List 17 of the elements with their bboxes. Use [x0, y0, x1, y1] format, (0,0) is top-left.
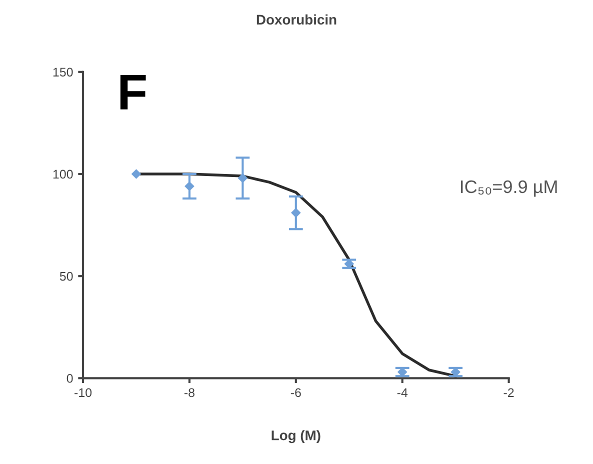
point [238, 173, 248, 183]
point [291, 208, 301, 218]
point [184, 182, 194, 191]
annotation: IC₅₀=9.9 µM [461, 180, 557, 197]
x-tick-label: -8 [184, 388, 194, 398]
x-tick-label: -2 [504, 388, 514, 397]
y-tick-label: 0 [66, 374, 73, 383]
y-tick-label: 50 [60, 272, 73, 281]
y-tick-label: 150 [53, 68, 73, 77]
annotation: F [120, 74, 146, 110]
x-tick-label: -6 [290, 388, 301, 398]
y-tick-label: 100 [53, 170, 73, 179]
x-tick-label: -4 [397, 388, 408, 397]
x-axis-title: Log (M) [272, 430, 320, 444]
chart-title: Doxorubicin [256, 14, 336, 25]
point [132, 169, 141, 179]
x-tick-label: -10 [74, 388, 92, 398]
